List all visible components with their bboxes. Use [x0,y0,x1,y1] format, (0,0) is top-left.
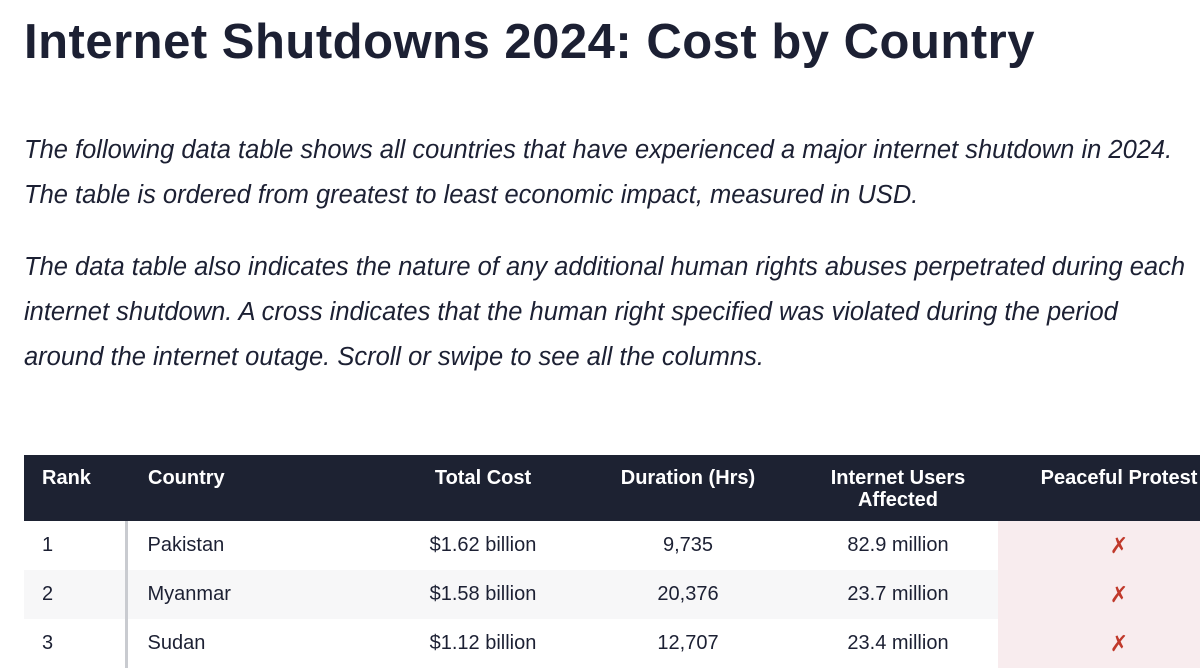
column-header-users-affected[interactable]: Internet Users Affected [830,467,966,511]
rank-cell: 1 [42,534,54,556]
country-cell: Pakistan [124,521,388,570]
table-header-row: Rank Country Total Cost Duration (Hrs) I… [24,455,1200,521]
total-cost-cell: $1.62 billion [429,534,537,556]
intro-paragraph-2: The data table also indicates the nature… [24,253,1186,371]
page-title: Internet Shutdowns 2024: Cost by Country [24,15,1035,69]
cross-icon: ✗ [1109,581,1129,607]
duration-cell: 20,376 [578,570,798,619]
intro-paragraph-1: The following data table shows all count… [24,136,1173,209]
column-header-total-cost[interactable]: Total Cost [434,467,532,489]
users-affected-cell: 23.7 million [798,570,998,619]
column-header-duration[interactable]: Duration (Hrs) [620,467,756,489]
duration-cell: 12,707 [657,632,719,654]
users-affected-cell: 82.9 million [847,534,949,556]
column-header-peaceful-protest[interactable]: Peaceful Protest [1040,467,1198,489]
peaceful-protest-cell: ✗ [998,619,1200,668]
peaceful-protest-cell: ✗ [998,521,1200,570]
cross-icon: ✗ [1109,532,1129,558]
country-cell: Sudan [124,619,388,668]
rank-cell: 2 [24,570,126,619]
table-row: 1 Pakistan $1.62 billion 9,735 82.9 mill… [24,521,1200,570]
total-cost-cell: $1.12 billion [429,632,537,654]
rank-cell: 3 [42,632,54,654]
peaceful-protest-cell: ✗ [998,570,1200,619]
table-row: 2 Myanmar $1.58 billion 20,376 23.7 mill… [24,570,1200,619]
column-header-rank[interactable]: Rank [42,467,91,489]
shutdown-cost-table: Rank Country Total Cost Duration (Hrs) I… [24,455,1200,668]
duration-cell: 9,735 [662,534,714,556]
column-header-country[interactable]: Country [148,467,225,489]
total-cost-cell: $1.58 billion [388,570,578,619]
cross-icon: ✗ [1109,630,1129,656]
table-row: 3 Sudan $1.12 billion 12,707 23.4 millio… [24,619,1200,668]
users-affected-cell: 23.4 million [847,632,949,654]
country-cell: Myanmar [124,570,388,619]
